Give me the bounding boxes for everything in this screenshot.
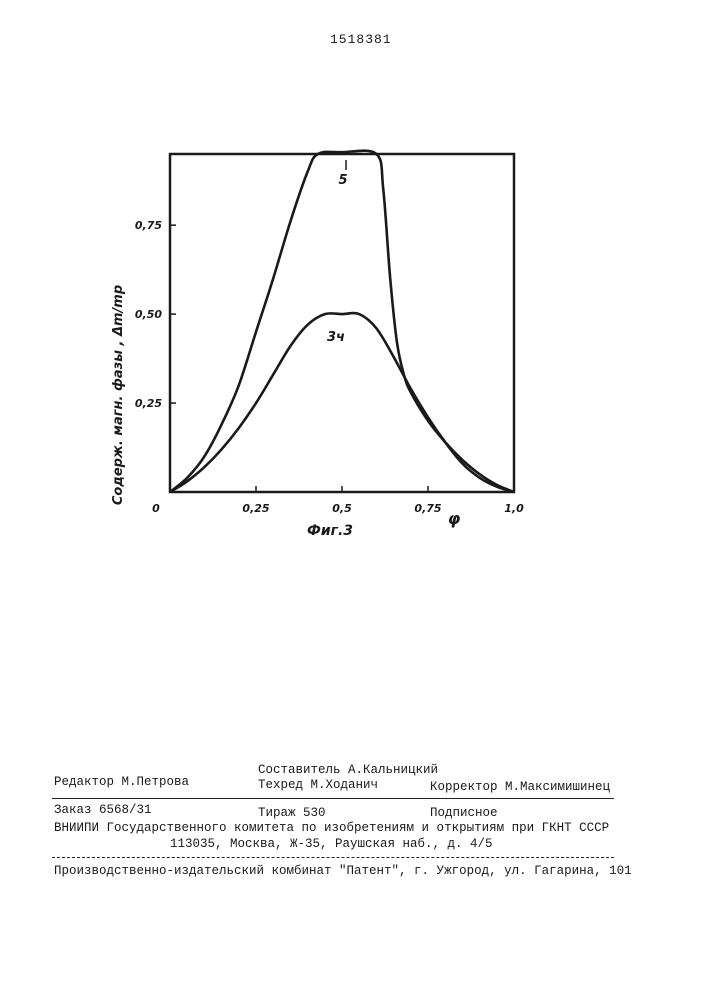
series-line-0 [170, 151, 514, 492]
series-layer [170, 151, 514, 492]
compiler-line: Составитель А.Кальницкий [258, 763, 438, 777]
x-ticks: 0 0,25 0,5 0,75 1,0 [152, 486, 524, 515]
plot-frame [170, 154, 514, 492]
y-tick-label: 0,25 [135, 397, 162, 410]
figure-caption: Фиг.3 [307, 523, 353, 539]
patent-number: 1518381 [330, 32, 392, 47]
rule-top [52, 798, 614, 799]
x-tick-label: 0,25 [242, 502, 269, 515]
institute-line: ВНИИПИ Государственного комитета по изоб… [54, 821, 609, 835]
order-line: Заказ 6568/31 [54, 803, 152, 817]
chart: 0,25 0,50 0,75 0 0,25 0,5 0,75 1,0 Содерж. маг… [100, 140, 560, 560]
x-tick-label: 0,5 [332, 502, 352, 515]
x-tick-label: 1,0 [504, 502, 524, 515]
circulation-line: Тираж 530 [258, 806, 326, 820]
x-tick-label: 0,75 [414, 502, 441, 515]
y-tick-label: 0,75 [135, 219, 162, 232]
corrector-line: Корректор М.Максимишинец [430, 780, 610, 794]
x-tick-label: 0 [152, 502, 160, 515]
rule-bottom [52, 857, 614, 858]
curve-label-3ch: 3ч [327, 330, 345, 345]
address-line: 113035, Москва, Ж-35, Раушская наб., д. … [170, 837, 493, 851]
editor-line: Редактор М.Петрова [54, 775, 189, 789]
y-axis-label: Содерж. магн. фазы , Δm/mр [111, 285, 126, 505]
curve-label-5: 5 [338, 173, 347, 188]
publisher-line: Производственно-издательский комбинат "П… [54, 864, 632, 878]
subscription-line: Подписное [430, 806, 498, 820]
y-tick-label: 0,50 [135, 308, 162, 321]
x-axis-label: φ [448, 509, 461, 528]
techred-line: Техред М.Ходанич [258, 778, 378, 792]
